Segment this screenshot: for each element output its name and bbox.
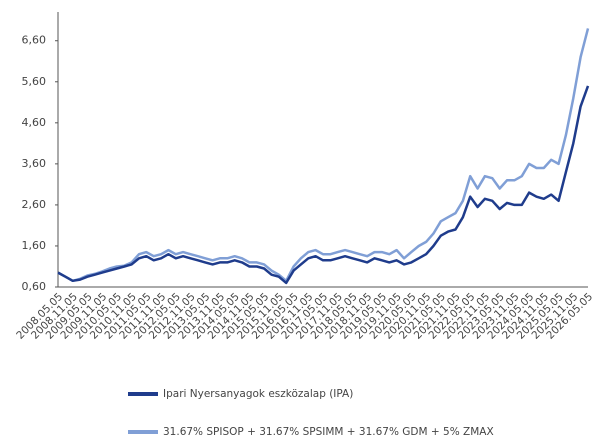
y-tick-label: 2,60 xyxy=(22,198,47,211)
series-line xyxy=(57,85,590,285)
y-tick-label: 6,60 xyxy=(22,34,47,47)
series-line xyxy=(57,28,590,283)
y-tick-label: 1,60 xyxy=(22,239,47,252)
y-tick-label: 0,60 xyxy=(22,280,47,293)
y-tick-label: 4,60 xyxy=(22,116,47,129)
legend-label: Ipari Nyersanyagok eszközalap (IPA) xyxy=(163,388,353,400)
legend-label: 31.67% SPISOP + 31.67% SPSIMM + 31.67% G… xyxy=(163,426,494,435)
y-tick-label: 3,60 xyxy=(22,157,47,170)
y-tick-label: 5,60 xyxy=(22,75,47,88)
